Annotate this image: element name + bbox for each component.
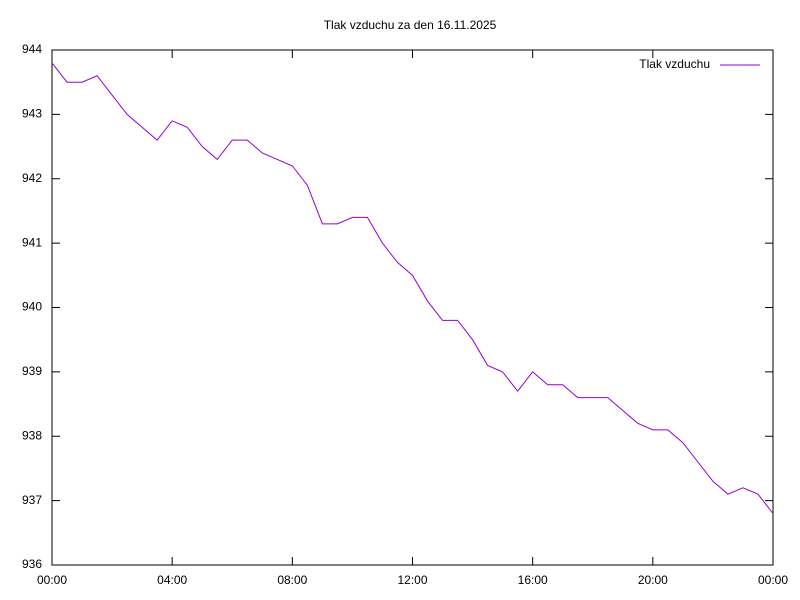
y-tick-label: 944: [22, 42, 42, 56]
y-tick-label: 942: [22, 171, 42, 185]
plot-border: [51, 49, 774, 566]
x-tick-label: 00:00: [758, 573, 788, 587]
y-tick-label: 937: [22, 493, 42, 507]
y-tick-label: 938: [22, 428, 42, 442]
y-tick-label: 936: [22, 557, 42, 571]
x-tick-label: 20:00: [638, 573, 668, 587]
x-tick-label: 08:00: [277, 573, 307, 587]
x-tick-label: 12:00: [397, 573, 427, 587]
x-tick-label: 00:00: [37, 573, 67, 587]
chart-title: Tlak vzduchu za den 16.11.2025: [324, 18, 497, 32]
data-line: [51, 62, 774, 514]
y-tick-label: 941: [22, 235, 42, 249]
y-tick-label: 939: [22, 364, 42, 378]
legend-label: Tlak vzduchu: [639, 57, 710, 71]
y-tick-label: 940: [22, 300, 42, 314]
x-tick-label: 04:00: [157, 573, 187, 587]
y-tick-label: 943: [22, 107, 42, 121]
x-tick-label: 16:00: [518, 573, 548, 587]
